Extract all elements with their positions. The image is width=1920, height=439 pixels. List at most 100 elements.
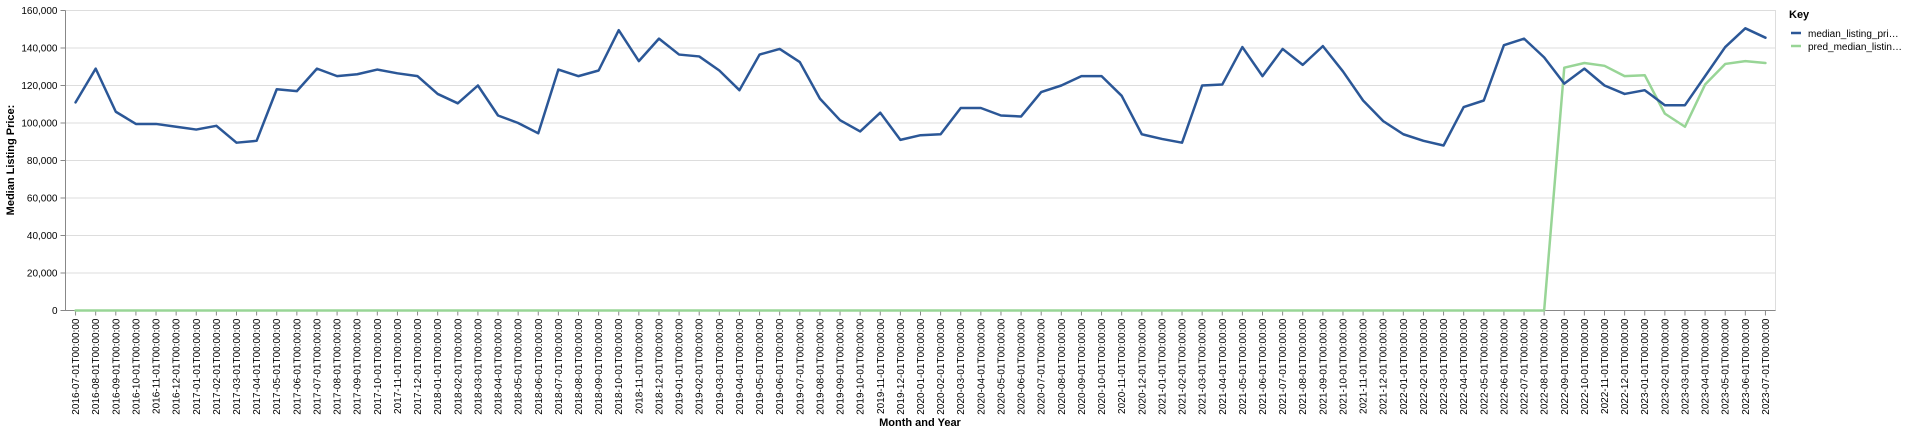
x-tick-label: 2017-11-01T00:00:00 bbox=[393, 318, 404, 414]
x-tick-label: 2022-01-01T00:00:00 bbox=[1399, 318, 1410, 415]
y-tick-label: 20,000 bbox=[27, 269, 58, 280]
x-tick-label: 2016-07-01T00:00:00 bbox=[71, 318, 82, 415]
x-tick-label: 2019-04-01T00:00:00 bbox=[735, 318, 746, 415]
y-tick-label: 40,000 bbox=[27, 231, 58, 242]
x-tick-label: 2016-10-01T00:00:00 bbox=[131, 318, 142, 415]
x-tick-label: 2023-05-01T00:00:00 bbox=[1721, 318, 1732, 415]
x-tick-label: 2021-10-01T00:00:00 bbox=[1338, 318, 1349, 415]
legend-label-median: median_listing_pri… bbox=[1808, 29, 1899, 40]
x-tick-label: 2022-12-01T00:00:00 bbox=[1620, 318, 1631, 415]
x-tick-label: 2018-02-01T00:00:00 bbox=[453, 318, 464, 415]
x-tick-label: 2021-09-01T00:00:00 bbox=[1318, 318, 1329, 415]
x-tick-label: 2019-03-01T00:00:00 bbox=[715, 318, 726, 415]
x-tick-label: 2017-06-01T00:00:00 bbox=[292, 318, 303, 415]
y-axis-title: Median Listing Price: bbox=[5, 105, 17, 216]
x-tick-label: 2018-04-01T00:00:00 bbox=[494, 318, 505, 415]
x-tick-label: 2019-12-01T00:00:00 bbox=[896, 318, 907, 415]
legend: Key median_listing_pri… pred_median_list… bbox=[1789, 9, 1902, 53]
x-tick-label: 2022-10-01T00:00:00 bbox=[1580, 318, 1591, 415]
x-tick-label: 2018-06-01T00:00:00 bbox=[534, 318, 545, 415]
x-tick-label: 2022-02-01T00:00:00 bbox=[1419, 318, 1430, 415]
x-tick-label: 2019-01-01T00:00:00 bbox=[675, 318, 686, 415]
x-tick-label: 2017-02-01T00:00:00 bbox=[212, 318, 223, 415]
x-tick-label: 2022-07-01T00:00:00 bbox=[1520, 318, 1531, 415]
x-tick-label: 2018-01-01T00:00:00 bbox=[433, 318, 444, 415]
x-tick-label: 2016-11-01T00:00:00 bbox=[152, 318, 163, 414]
y-tick-label: 160,000 bbox=[21, 6, 58, 17]
x-tick-label: 2018-10-01T00:00:00 bbox=[614, 318, 625, 415]
x-tick-label: 2023-07-01T00:00:00 bbox=[1761, 318, 1772, 415]
x-tick-label: 2017-09-01T00:00:00 bbox=[353, 318, 364, 415]
legend-entry-median[interactable]: median_listing_pri… bbox=[1791, 29, 1899, 40]
x-tick-label: 2021-03-01T00:00:00 bbox=[1198, 318, 1209, 415]
y-tick-label: 0 bbox=[52, 306, 58, 317]
x-tick-label: 2016-12-01T00:00:00 bbox=[172, 318, 183, 415]
x-tick-label: 2018-07-01T00:00:00 bbox=[554, 318, 565, 415]
x-tick-label: 2022-08-01T00:00:00 bbox=[1540, 318, 1551, 415]
x-tick-label: 2018-05-01T00:00:00 bbox=[514, 318, 525, 415]
x-tick-label: 2020-01-01T00:00:00 bbox=[916, 318, 927, 415]
x-tick-label: 2019-08-01T00:00:00 bbox=[815, 318, 826, 415]
x-tick-label: 2018-12-01T00:00:00 bbox=[654, 318, 665, 415]
x-tick-label: 2021-07-01T00:00:00 bbox=[1278, 318, 1289, 415]
x-tick-label: 2020-09-01T00:00:00 bbox=[1077, 318, 1088, 415]
x-tick-label: 2018-03-01T00:00:00 bbox=[473, 318, 484, 415]
x-tick-label: 2020-10-01T00:00:00 bbox=[1097, 318, 1108, 415]
x-tick-label: 2017-07-01T00:00:00 bbox=[312, 318, 323, 415]
x-tick-label: 2019-05-01T00:00:00 bbox=[755, 318, 766, 415]
x-tick-label: 2021-04-01T00:00:00 bbox=[1218, 318, 1229, 415]
x-axis: 2016-07-01T00:00:00 2016-08-01T00:00:00 20… bbox=[65, 310, 1776, 415]
x-tick-label: 2022-06-01T00:00:00 bbox=[1499, 318, 1510, 415]
x-tick-label: 2022-11-01T00:00:00 bbox=[1600, 318, 1611, 414]
x-tick-label: 2020-05-01T00:00:00 bbox=[996, 318, 1007, 415]
legend-title: Key bbox=[1789, 9, 1810, 21]
x-tick-label: 2019-06-01T00:00:00 bbox=[775, 318, 786, 415]
x-tick-label: 2017-08-01T00:00:00 bbox=[333, 318, 344, 415]
series-line-pred-median-listing-price bbox=[74, 59, 1767, 312]
x-tick-label: 2023-04-01T00:00:00 bbox=[1701, 318, 1712, 415]
x-tick-label: 2019-09-01T00:00:00 bbox=[836, 318, 847, 415]
x-tick-label: 2017-05-01T00:00:00 bbox=[272, 318, 283, 415]
x-tick-label: 2020-07-01T00:00:00 bbox=[1037, 318, 1048, 415]
x-tick-label: 2020-03-01T00:00:00 bbox=[956, 318, 967, 415]
x-tick-label: 2023-02-01T00:00:00 bbox=[1660, 318, 1671, 415]
x-tick-label: 2017-03-01T00:00:00 bbox=[232, 318, 243, 415]
x-tick-label: 2021-02-01T00:00:00 bbox=[1178, 318, 1189, 415]
x-tick-label: 2017-04-01T00:00:00 bbox=[252, 318, 263, 415]
x-tick-label: 2016-09-01T00:00:00 bbox=[111, 318, 122, 415]
series-lines bbox=[74, 27, 1767, 312]
legend-entry-pred[interactable]: pred_median_listin… bbox=[1791, 42, 1902, 53]
y-tick-label: 100,000 bbox=[21, 119, 58, 130]
x-tick-label: 2020-06-01T00:00:00 bbox=[1017, 318, 1028, 415]
x-tick-label: 2021-08-01T00:00:00 bbox=[1298, 318, 1309, 415]
x-tick-label: 2016-08-01T00:00:00 bbox=[91, 318, 102, 415]
y-tick-label: 140,000 bbox=[21, 44, 58, 55]
x-tick-label: 2018-11-01T00:00:00 bbox=[634, 318, 645, 414]
gridlines bbox=[65, 10, 1776, 311]
x-tick-label: 2020-12-01T00:00:00 bbox=[1137, 318, 1148, 415]
x-tick-label: 2023-03-01T00:00:00 bbox=[1680, 318, 1691, 415]
legend-label-pred: pred_median_listin… bbox=[1808, 42, 1902, 53]
x-tick-label: 2019-10-01T00:00:00 bbox=[856, 318, 867, 415]
x-tick-label: 2019-11-01T00:00:00 bbox=[876, 318, 887, 414]
x-tick-label: 2020-11-01T00:00:00 bbox=[1117, 318, 1128, 414]
x-tick-label: 2019-07-01T00:00:00 bbox=[795, 318, 806, 415]
x-tick-label: 2018-08-01T00:00:00 bbox=[574, 318, 585, 415]
x-axis-title: Month and Year bbox=[879, 417, 961, 429]
x-tick-label: 2020-04-01T00:00:00 bbox=[976, 318, 987, 415]
series-line-median-listing-price bbox=[74, 27, 1767, 147]
y-tick-label: 60,000 bbox=[27, 194, 58, 205]
x-tick-label: 2022-03-01T00:00:00 bbox=[1439, 318, 1450, 415]
x-tick-label: 2021-11-01T00:00:00 bbox=[1359, 318, 1370, 414]
x-tick-label: 2021-12-01T00:00:00 bbox=[1379, 318, 1390, 415]
x-tick-label: 2017-10-01T00:00:00 bbox=[373, 318, 384, 415]
y-axis: 0 20,000 40,000 60,000 80,000 100,000 120,000 1… bbox=[21, 6, 66, 317]
x-tick-label: 2021-06-01T00:00:00 bbox=[1258, 318, 1269, 415]
x-tick-label: 2020-08-01T00:00:00 bbox=[1057, 318, 1068, 415]
x-tick-label: 2022-04-01T00:00:00 bbox=[1459, 318, 1470, 415]
y-tick-label: 120,000 bbox=[21, 81, 58, 92]
x-tick-label: 2022-09-01T00:00:00 bbox=[1560, 318, 1571, 415]
x-tick-label: 2021-05-01T00:00:00 bbox=[1238, 318, 1249, 415]
x-tick-label: 2021-01-01T00:00:00 bbox=[1157, 318, 1168, 415]
